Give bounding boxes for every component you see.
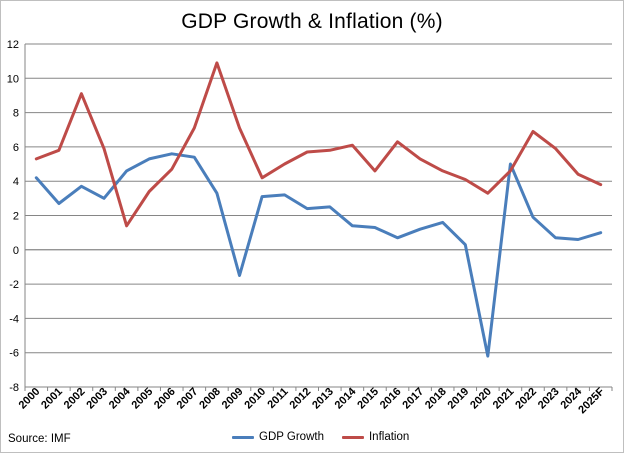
x-tick-label: 2010 — [242, 386, 268, 412]
x-tick-label: 2014 — [333, 385, 359, 411]
chart-title: GDP Growth & Inflation (%) — [181, 10, 443, 33]
legend-item-inflation: Inflation — [341, 431, 410, 443]
x-tick-label: 2003 — [84, 386, 110, 412]
x-tick-label: 2019 — [446, 386, 472, 412]
x-tick-label: 2001 — [39, 386, 65, 412]
x-tick-label: 2007 — [175, 386, 201, 412]
x-tick-label: 2004 — [107, 385, 133, 411]
x-tick-label: 2006 — [152, 386, 178, 412]
legend-swatch-inflation — [341, 435, 364, 439]
y-tick-label: 0 — [13, 245, 19, 257]
x-tick-label: 2002 — [62, 386, 88, 412]
x-tick-label: 2017 — [400, 386, 426, 412]
y-tick-label: 8 — [13, 108, 19, 120]
x-tick-label: 2013 — [310, 386, 336, 412]
y-tick-label: -2 — [9, 279, 19, 291]
y-tick-label: 6 — [13, 142, 19, 154]
y-tick-label: -6 — [9, 348, 19, 360]
y-tick-label: 4 — [13, 176, 19, 188]
x-tick-label: 2008 — [197, 386, 223, 412]
x-tick-label: 2012 — [288, 386, 314, 412]
legend-swatch-gdp-growth — [232, 435, 254, 439]
legend: GDP Growth Inflation — [232, 431, 427, 443]
y-tick-label: -8 — [9, 382, 19, 394]
series-line-gdp-growth — [34, 152, 603, 358]
x-tick-label: 2009 — [220, 386, 246, 412]
x-tick-label: 2015 — [355, 386, 381, 412]
x-tick-label: 2011 — [265, 386, 290, 411]
series-line-inflation — [34, 61, 603, 228]
x-tick-label: 2025F — [576, 385, 607, 416]
x-tick-label: 2000 — [17, 386, 43, 412]
legend-label-gdp-growth: GDP Growth — [259, 431, 324, 443]
x-tick-label: 2005 — [129, 386, 155, 412]
legend-item-gdp-growth: GDP Growth — [232, 431, 324, 443]
x-tick-label: 2018 — [423, 386, 449, 412]
y-tick-label: 2 — [13, 211, 19, 223]
legend-label-inflation: Inflation — [368, 431, 410, 443]
source-note: Source: IMF — [8, 433, 71, 445]
x-tick-label: 2016 — [378, 386, 404, 412]
y-tick-label: 12 — [7, 39, 19, 51]
y-tick-label: 10 — [7, 73, 19, 85]
x-tick-label: 2023 — [536, 386, 562, 412]
x-tick-label: 2021 — [491, 386, 517, 412]
x-tick-label: 2020 — [468, 386, 494, 412]
y-tick-label: -4 — [9, 313, 19, 325]
x-tick-label: 2022 — [513, 386, 539, 412]
